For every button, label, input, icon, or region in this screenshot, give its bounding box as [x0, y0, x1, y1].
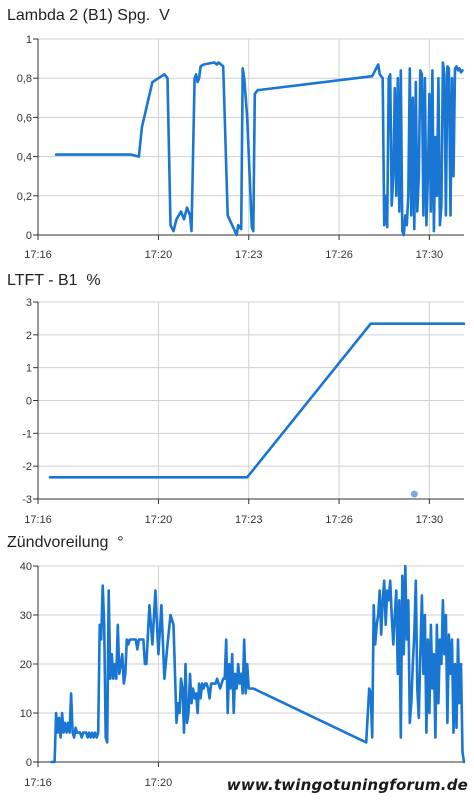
chart-zuendvoreilung: 0 10 20 30 40 17:16 17:20: [20, 561, 466, 789]
x-tick-label: 17:16: [24, 249, 52, 261]
series-line: [54, 61, 464, 237]
x-tick-label: 17:30: [416, 514, 444, 526]
y-tick-label: 2: [26, 330, 32, 342]
x-tick-label: 17:26: [325, 514, 353, 526]
y-tick-label: 0,6: [17, 112, 32, 124]
series-line: [50, 564, 466, 764]
y-tick-label: 40: [20, 561, 32, 573]
x-tick-label: 17:30: [416, 249, 444, 261]
y-tick-label: 3: [26, 297, 32, 309]
y-tick-label: 30: [20, 610, 32, 622]
x-tick-label: 17:23: [235, 514, 263, 526]
data-marker: [410, 490, 418, 498]
chart-lambda: 0 0,2 0,4 0,6 0,8 1 17:16 17:20 17:23 17:26 17:30: [17, 34, 464, 261]
y-tick-label: 0: [26, 396, 32, 408]
x-tick-label: 17:26: [325, 249, 353, 261]
x-tick-label: 17:16: [24, 514, 52, 526]
x-tick-label: 17:20: [145, 249, 173, 261]
y-tick-label: 20: [20, 659, 32, 671]
y-tick-label: 1: [26, 34, 32, 46]
chart-panel-ltft: LTFT - B1 % -3 -2 -1 0 1 2 3 17:16 17:20 17:23 17:…: [0, 268, 474, 530]
y-tick-label: 1: [26, 363, 32, 375]
y-tick-label: 0: [26, 757, 32, 769]
chart-ltft: -3 -2 -1 0 1 2 3 17:16 17:20 17:23 17:26 17:30: [22, 297, 466, 526]
y-tick-label: 0,2: [17, 191, 32, 203]
chart-panel-zuendvoreilung: Zündvoreilung ° 0 10 20 30 40 17:16 17:20: [0, 530, 474, 800]
x-tick-label: 17:16: [24, 777, 52, 789]
x-tick-label: 17:20: [145, 514, 173, 526]
y-tick-label: 10: [20, 708, 32, 720]
chart-panel-lambda: Lambda 2 (B1) Spg. V 0 0,2 0,4 0,6 0,8 1 17:16…: [0, 0, 474, 268]
chart-title-lambda: Lambda 2 (B1) Spg. V: [7, 7, 170, 24]
y-tick-label: 0,8: [17, 73, 32, 85]
y-tick-label: 0: [26, 230, 32, 242]
y-tick-label: -2: [22, 461, 32, 473]
series-line: [48, 322, 466, 479]
y-tick-label: 0,4: [17, 152, 32, 164]
chart-title-zuendvoreilung: Zündvoreilung °: [7, 534, 124, 551]
x-tick-label: 17:23: [235, 249, 263, 261]
chart-title-ltft: LTFT - B1 %: [7, 272, 101, 289]
x-tick-label: 17:20: [145, 777, 173, 789]
watermark: www.twingotuningforum.de: [226, 776, 468, 794]
y-tick-label: -1: [22, 428, 32, 440]
y-tick-label: -3: [22, 494, 32, 506]
